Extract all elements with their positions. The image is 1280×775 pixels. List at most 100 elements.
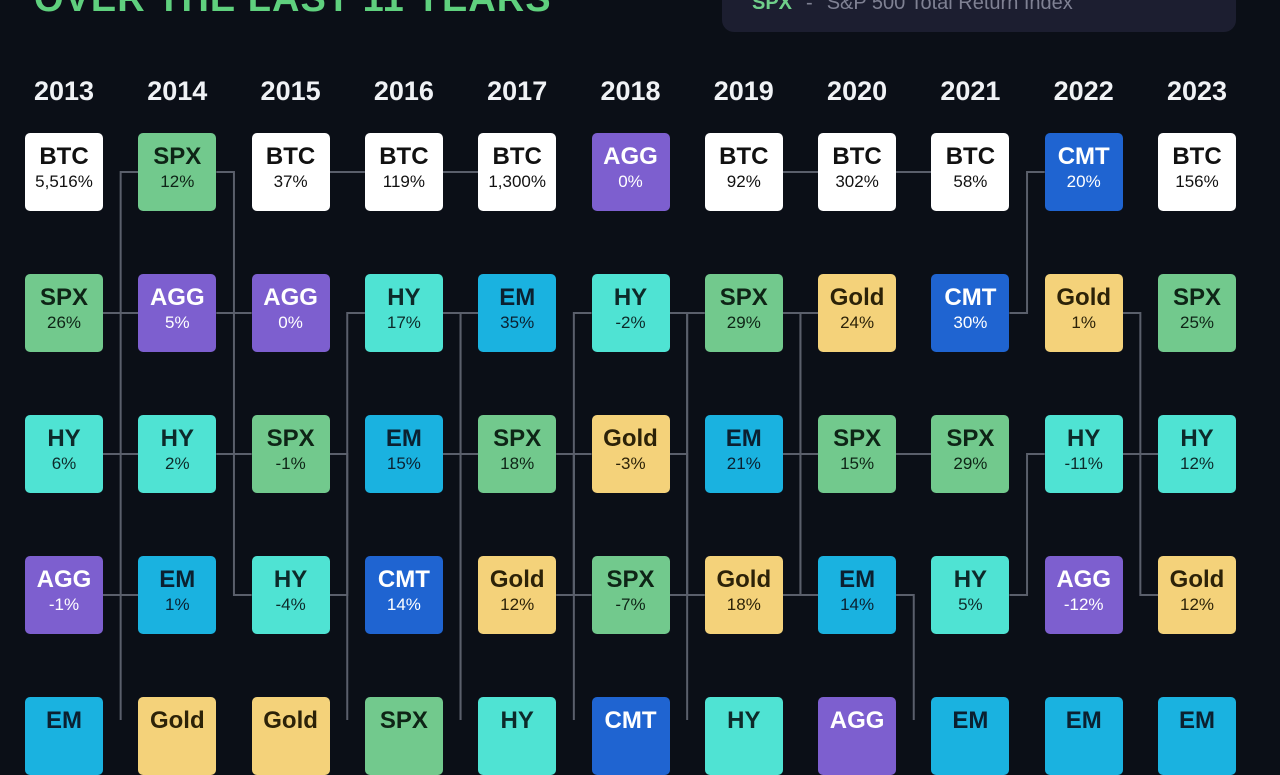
cell-return-value: 5,516%	[35, 172, 93, 191]
cell-2014-spx: SPX 12%	[138, 133, 217, 211]
legend-dash: -	[806, 0, 813, 14]
cell-return-value: 12%	[500, 595, 535, 614]
cell-asset-label: Gold	[1056, 284, 1112, 311]
cell-asset-label: EM	[159, 566, 196, 593]
cell-asset-label: AGG	[829, 707, 885, 734]
cell-return-value: 14%	[840, 595, 875, 614]
cell-2015-agg: AGG 0%	[251, 274, 330, 352]
cell-asset-label: HY	[500, 707, 534, 734]
connector-em-2016	[442, 312, 479, 455]
cell-return-value: 1%	[165, 595, 190, 614]
cell-2014-em: EM 1%	[138, 556, 217, 634]
cell-return-value: -12%	[1063, 595, 1104, 614]
cell-asset-label: EM	[952, 707, 989, 734]
cell-return-value: 119%	[382, 172, 425, 191]
cell-asset-label: EM	[1065, 707, 1102, 734]
cell-asset-label: Gold	[149, 707, 205, 734]
cell-return-value: 58%	[953, 172, 988, 191]
cell-asset-label: SPX	[719, 284, 768, 311]
cell-asset-label: EM	[1179, 707, 1215, 734]
cell-asset-label: CMT	[1057, 143, 1110, 170]
cell-return-value: 26%	[46, 313, 82, 332]
cell-2018-cmt: CMT	[591, 697, 670, 775]
chart-title: OVER THE LAST 11 YEARS	[34, 0, 552, 21]
cell-2017-spx: SPX 18%	[478, 415, 557, 493]
cell-asset-label: HY	[953, 566, 988, 593]
cell-asset-label: AGG	[36, 566, 92, 593]
cell-asset-label: SPX	[266, 425, 315, 452]
cell-2022-em: EM	[1044, 697, 1123, 775]
cell-2017-em: EM 35%	[478, 274, 557, 352]
cell-2020-em: EM 14%	[818, 556, 897, 634]
connector-hy-2021	[1009, 453, 1045, 596]
cell-asset-label: BTC	[265, 143, 316, 170]
cell-return-value: 12%	[1179, 595, 1215, 614]
legend-box: SPX - S&P 500 Total Return Index	[722, 0, 1236, 32]
cell-2020-btc: BTC 302%	[818, 133, 897, 211]
cell-return-value: -7%	[615, 595, 646, 614]
cell-asset-label: CMT	[377, 566, 430, 593]
cell-asset-label: BTC	[492, 143, 542, 170]
cell-2013-spx: SPX 26%	[25, 274, 103, 352]
cell-return-value: 0%	[618, 172, 643, 191]
cell-asset-label: HY	[387, 284, 421, 311]
cell-asset-label: HY	[1067, 425, 1101, 452]
year-label-2023: 2023	[1166, 76, 1228, 106]
cell-return-value: 30%	[953, 313, 988, 332]
cell-asset-label: AGG	[149, 284, 205, 311]
cell-asset-label: HY	[1180, 425, 1214, 452]
cell-2019-spx: SPX 29%	[704, 274, 783, 352]
cell-2020-spx: SPX 15%	[818, 415, 897, 493]
cell-asset-label: BTC	[39, 143, 89, 170]
cell-return-value: 17%	[386, 313, 421, 332]
cell-return-value: 20%	[1066, 172, 1101, 191]
cell-asset-label: AGG	[263, 284, 318, 311]
cell-return-value: -3%	[615, 454, 646, 473]
cell-asset-label: SPX	[39, 284, 89, 311]
year-label-2018: 2018	[600, 76, 661, 106]
cell-2023-spx: SPX 25%	[1158, 274, 1236, 352]
cell-2019-em: EM 21%	[704, 415, 783, 493]
cell-asset-label: BTC	[719, 143, 769, 170]
year-label-2019: 2019	[713, 76, 774, 106]
cell-return-value: -4%	[275, 595, 306, 614]
cell-asset-label: HY	[613, 284, 648, 311]
connector-lines	[103, 171, 1158, 720]
cell-2014-agg: AGG 5%	[138, 274, 217, 352]
cell-2015-gold: Gold	[251, 697, 330, 775]
cell-2019-hy: HY	[704, 697, 783, 775]
cell-return-value: 24%	[840, 313, 875, 332]
cell-2022-hy: HY -11%	[1044, 415, 1123, 493]
connector-hy-2014	[216, 453, 252, 596]
cell-return-value: 302%	[835, 172, 879, 191]
cell-2021-hy: HY 5%	[931, 556, 1010, 634]
cell-asset-label: SPX	[606, 566, 655, 593]
cell-asset-label: Gold	[603, 425, 658, 452]
cell-asset-label: AGG	[603, 143, 658, 170]
cell-asset-label: HY	[160, 425, 194, 452]
legend-entry: SPX - S&P 500 Total Return Index	[752, 0, 1073, 15]
cell-return-value: -2%	[615, 313, 646, 332]
cell-asset-label: HY	[727, 707, 761, 734]
cell-return-value: 15%	[386, 454, 421, 473]
cell-return-value: 18%	[726, 595, 761, 614]
cell-asset-label: EM	[725, 425, 762, 452]
cell-2023-btc: BTC 156%	[1158, 133, 1236, 211]
connector-em-2013	[119, 594, 139, 720]
cell-asset-label: SPX	[379, 707, 428, 734]
cell-asset-label: AGG	[1056, 566, 1112, 593]
year-label-2015: 2015	[260, 76, 321, 106]
cell-2014-gold: Gold	[138, 697, 217, 775]
cell-asset-label: Gold	[716, 566, 772, 593]
cell-return-value: 35%	[500, 313, 535, 332]
cell-asset-label: CMT	[604, 707, 657, 734]
connector-spx-2018	[669, 312, 705, 596]
cell-2023-hy: HY 12%	[1158, 415, 1236, 493]
cell-return-value: 21%	[726, 454, 761, 473]
cell-asset-label: Gold	[829, 284, 885, 311]
cell-return-value: 29%	[953, 454, 988, 473]
cell-2023-em: EM	[1158, 697, 1236, 775]
cell-2017-gold: Gold 12%	[478, 556, 557, 634]
year-label-2017: 2017	[487, 76, 548, 106]
cell-return-value: 92%	[726, 172, 761, 191]
